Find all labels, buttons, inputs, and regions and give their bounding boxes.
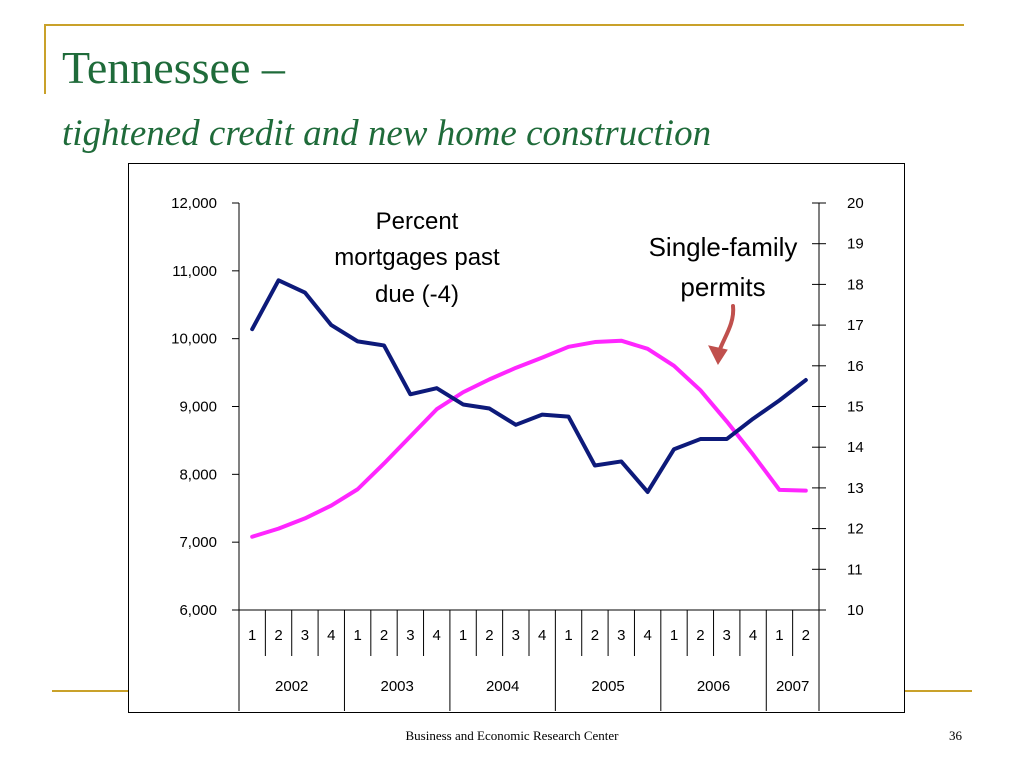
series-line-permits xyxy=(250,338,808,539)
right-axis-tick-label: 17 xyxy=(847,317,864,334)
quarter-label: 2 xyxy=(485,627,493,644)
right-axis-tick-label: 10 xyxy=(847,602,864,619)
left-axis-tick-label: 11,000 xyxy=(172,263,217,280)
annotation-delinquency-line: due (-4) xyxy=(375,281,459,308)
page-number: 36 xyxy=(949,728,962,743)
annotation-delinquency-line: mortgages past xyxy=(334,244,500,271)
right-axis-tick-label: 18 xyxy=(847,276,864,293)
quarter-label: 1 xyxy=(248,627,256,644)
quarter-label: 4 xyxy=(749,627,757,644)
left-axis-tick-label: 9,000 xyxy=(179,399,217,416)
quarter-label: 3 xyxy=(406,627,414,644)
quarter-label: 2 xyxy=(591,627,599,644)
annotation-arrow-head xyxy=(708,345,728,366)
year-label: 2003 xyxy=(380,678,413,695)
year-label: 2004 xyxy=(486,678,519,695)
quarter-label: 3 xyxy=(301,627,309,644)
quarter-label: 4 xyxy=(538,627,546,644)
line-chart: 6,000 7,000 8,000 9,000 10,000 11,000 12,000 10… xyxy=(171,195,864,711)
right-axis-tick-label: 16 xyxy=(847,358,864,375)
quarter-label: 2 xyxy=(802,627,810,644)
quarter-label: 1 xyxy=(670,627,678,644)
year-label: 2006 xyxy=(697,678,730,695)
year-label: 2002 xyxy=(275,678,308,695)
right-axis-tick-label: 11 xyxy=(847,561,863,578)
quarter-label: 1 xyxy=(459,627,467,644)
bottom-rule-right xyxy=(902,690,972,692)
left-axis-tick-label: 12,000 xyxy=(171,195,217,212)
chart-container: 6,000 7,000 8,000 9,000 10,000 11,000 12,000 10… xyxy=(128,163,905,713)
frame-left-rule xyxy=(44,24,46,94)
slide-title: Tennessee – xyxy=(62,42,285,93)
annotation-delinquency-line: Percent xyxy=(376,208,459,235)
annotation-permits-line: Single-family xyxy=(649,232,798,262)
right-axis-tick-label: 13 xyxy=(847,480,864,497)
quarter-label: 4 xyxy=(643,627,651,644)
quarter-label: 1 xyxy=(564,627,572,644)
left-axis-tick-label: 7,000 xyxy=(179,534,217,551)
year-label: 2005 xyxy=(591,678,624,695)
slide-subtitle: tightened credit and new home constructi… xyxy=(62,113,712,154)
right-axis-tick-label: 15 xyxy=(847,399,864,416)
annotation-arrow-shaft xyxy=(717,304,736,354)
year-label: 2007 xyxy=(776,678,809,695)
quarter-label: 2 xyxy=(274,627,282,644)
quarter-label: 4 xyxy=(433,627,441,644)
annotation-permits-line: permits xyxy=(680,272,765,302)
series-line-delinquency xyxy=(250,278,808,494)
right-axis-tick-label: 12 xyxy=(847,521,864,538)
frame-top-rule xyxy=(44,24,964,26)
quarter-label: 3 xyxy=(723,627,731,644)
quarter-label: 3 xyxy=(617,627,625,644)
quarter-label: 2 xyxy=(696,627,704,644)
quarter-label: 1 xyxy=(775,627,783,644)
quarter-label: 2 xyxy=(380,627,388,644)
left-axis-tick-label: 8,000 xyxy=(179,466,217,483)
left-axis-tick-label: 10,000 xyxy=(171,331,217,348)
right-axis-tick-label: 20 xyxy=(847,195,864,212)
footer-text: Business and Economic Research Center xyxy=(405,728,619,743)
quarter-label: 1 xyxy=(353,627,361,644)
quarter-label: 3 xyxy=(512,627,520,644)
quarter-label: 4 xyxy=(327,627,335,644)
left-axis-tick-label: 6,000 xyxy=(179,602,217,619)
bottom-rule-left xyxy=(52,690,132,692)
right-axis-tick-label: 14 xyxy=(847,439,864,456)
right-axis-tick-label: 19 xyxy=(847,236,864,253)
